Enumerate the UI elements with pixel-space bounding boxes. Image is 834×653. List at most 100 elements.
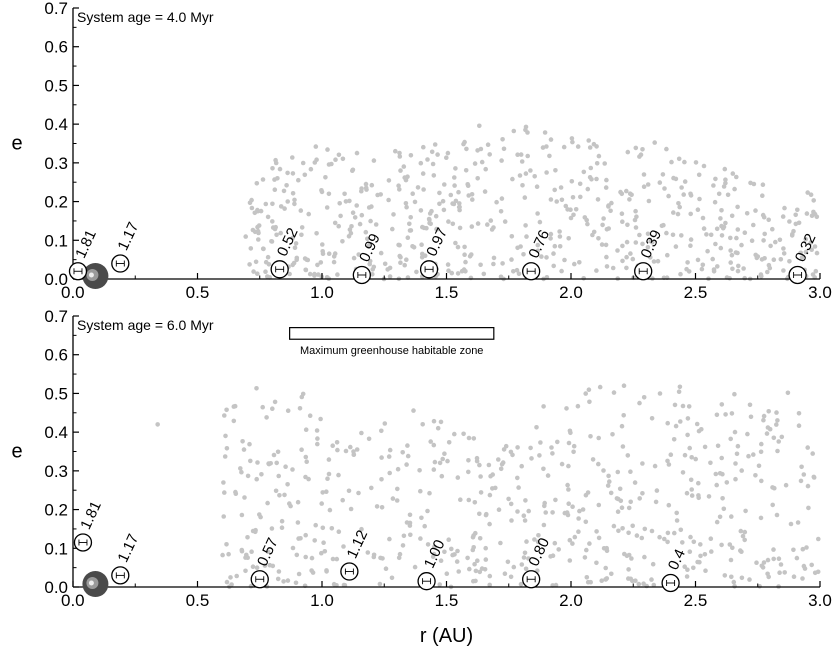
particle-point [577, 508, 582, 514]
particle-point [464, 146, 469, 152]
particle-point [745, 431, 750, 437]
particle-point [379, 477, 384, 482]
particle-point [442, 549, 447, 555]
particle-point [496, 507, 502, 512]
particle-point [272, 187, 278, 192]
particle-point [462, 244, 467, 250]
particle-point [714, 226, 720, 232]
particle-point [645, 231, 651, 237]
particle-point [249, 197, 254, 203]
particle-point [363, 229, 369, 235]
particle-point [522, 195, 528, 200]
particle-point [606, 473, 611, 479]
particle-point [713, 471, 719, 477]
particle-point [740, 533, 746, 539]
particle-point [742, 529, 748, 535]
particle-point [576, 529, 581, 534]
particle-point [466, 435, 472, 441]
particle-point [231, 418, 237, 424]
particle-point [633, 578, 638, 583]
particle-point [637, 232, 642, 238]
particle-point [239, 469, 244, 475]
particle-point [808, 192, 814, 197]
particle-point [155, 422, 160, 427]
particle-point [276, 473, 282, 479]
particle-point [553, 168, 558, 173]
particle-point [455, 244, 461, 250]
particle-point [588, 165, 594, 171]
particle-point [478, 490, 484, 495]
particle-point [334, 440, 340, 445]
particle-point [732, 186, 737, 192]
particle-point [714, 519, 720, 525]
particle-point [555, 439, 560, 445]
particle-point [483, 512, 489, 518]
particle-point [282, 206, 287, 211]
particle-point [374, 504, 380, 509]
particle-point [452, 552, 457, 557]
particle-point [475, 176, 481, 181]
particle-point [471, 545, 477, 550]
particle-point [691, 565, 696, 571]
particle-point [761, 417, 766, 423]
particle-point [569, 136, 575, 141]
particle-point [609, 571, 614, 577]
particle-point [596, 535, 602, 541]
particle-point [659, 223, 665, 229]
particle-point [759, 441, 764, 447]
particle-point [253, 259, 259, 265]
particle-point [722, 166, 728, 172]
particle-point [299, 225, 305, 230]
particle-point [260, 404, 266, 410]
y-tick-label: 0.0 [44, 578, 68, 597]
particle-point [676, 389, 682, 395]
particle-point [420, 171, 426, 176]
particle-point [427, 211, 433, 216]
particle-point [604, 177, 609, 183]
particle-point [498, 274, 504, 280]
particle-point [265, 549, 271, 555]
particle-point [488, 473, 493, 479]
particle-point [708, 232, 714, 238]
particle-point [570, 139, 575, 145]
particle-point [448, 192, 454, 198]
particle-point [294, 552, 300, 558]
particle-point [563, 203, 569, 209]
y-axis-label: e [11, 441, 22, 463]
particle-point [272, 399, 278, 405]
particle-point [482, 567, 488, 572]
particle-point [771, 257, 777, 263]
particle-point [302, 172, 308, 178]
particle-point [730, 545, 735, 551]
x-tick-label: 1.0 [310, 591, 334, 610]
particle-point [650, 561, 656, 567]
particle-point [379, 505, 385, 510]
particle-point [265, 254, 271, 260]
particle-point [477, 536, 483, 541]
particle-point [641, 581, 646, 586]
particle-point [397, 154, 403, 159]
particle-point [312, 538, 318, 543]
particle-point [652, 140, 657, 145]
particle-point [294, 255, 300, 261]
particle-point [754, 255, 760, 261]
particle-point [467, 566, 472, 572]
particle-point [359, 430, 364, 436]
particle-point [482, 189, 488, 194]
particle-point [620, 219, 625, 224]
particle-point [760, 212, 766, 218]
particle-point [509, 234, 515, 239]
planet-marker: 1.81 [73, 499, 105, 552]
particle-point [329, 526, 335, 531]
particle-point [290, 467, 295, 472]
particle-point [552, 243, 558, 249]
particle-point [762, 255, 767, 261]
particle-point [604, 548, 610, 554]
particle-point [548, 197, 554, 202]
particle-point [263, 201, 269, 207]
particle-point [300, 160, 306, 166]
particle-point [299, 394, 305, 400]
particle-point [601, 468, 606, 473]
particle-point [778, 562, 784, 567]
particle-point [811, 209, 816, 215]
